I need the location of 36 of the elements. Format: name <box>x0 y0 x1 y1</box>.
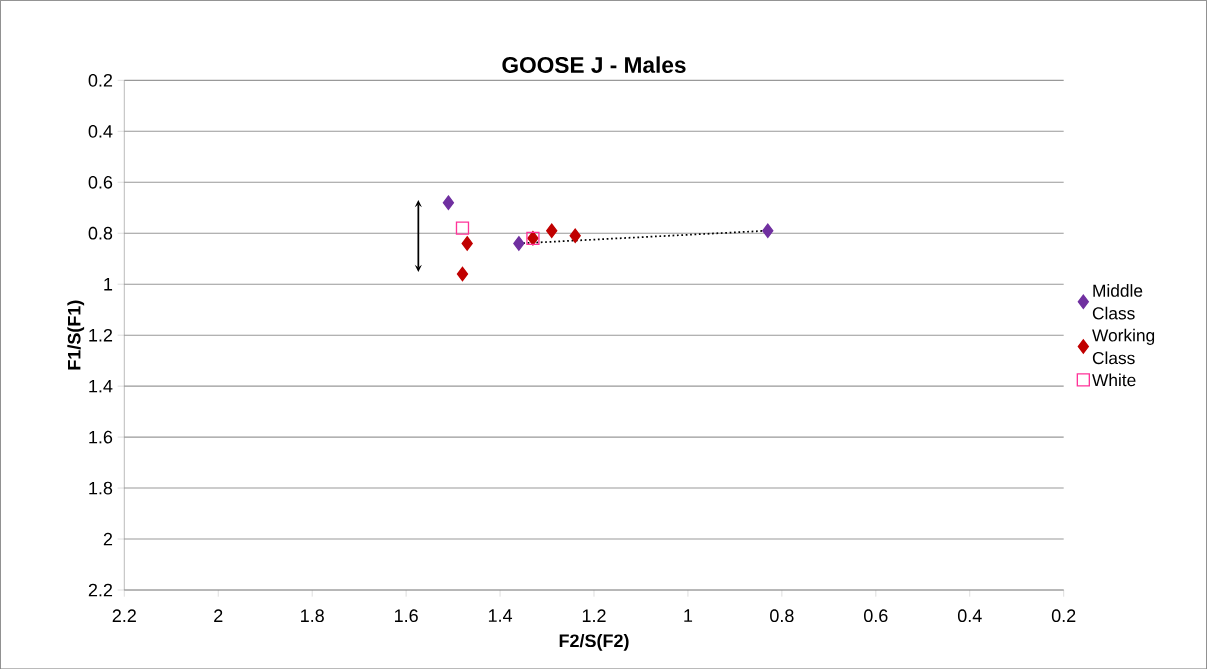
x-tick-label: 0.6 <box>864 609 888 622</box>
chart-title: GOOSE J - Males <box>502 56 686 73</box>
legend-label: White <box>1092 373 1136 387</box>
x-tick-label: 2 <box>214 609 223 622</box>
point <box>461 235 473 251</box>
y-tick-label: 0.6 <box>88 175 113 189</box>
point <box>762 223 774 238</box>
x-tick-label: 1.8 <box>301 609 324 622</box>
y-tick-label: 2 <box>103 532 113 546</box>
y-axis-title: F1/S(F1) <box>67 300 85 370</box>
point <box>546 223 558 238</box>
x-tick-label: 1.2 <box>582 609 606 622</box>
y-tick-label: 0.8 <box>88 226 113 240</box>
x-tick-label: 1.6 <box>395 609 418 622</box>
point <box>442 195 455 210</box>
point <box>455 221 470 235</box>
x-tick-label: 1.4 <box>488 609 513 622</box>
x-tick-label: 0.8 <box>770 609 794 622</box>
point <box>456 266 469 282</box>
x-axis-title: F2/S(F2) <box>559 633 629 651</box>
y-tick-label: 0.2 <box>88 73 113 87</box>
y-tick-label: 1.4 <box>89 379 113 393</box>
x-tick-label: 2.2 <box>112 609 136 622</box>
x-tick-label: 0.2 <box>1051 609 1076 622</box>
y-tick-label: 1 <box>104 277 113 291</box>
legend-label: Working Class <box>1092 328 1155 365</box>
y-tick-label: 2.2 <box>88 583 113 597</box>
y-tick-label: 1.2 <box>89 328 113 342</box>
x-tick-label: 1 <box>684 609 693 622</box>
x-tick-label: 0.4 <box>957 609 982 622</box>
legend-label: Middle Class <box>1092 283 1143 320</box>
y-tick-label: 0.4 <box>88 124 113 138</box>
y-tick-label: 1.6 <box>89 430 113 444</box>
y-tick-label: 1.8 <box>89 481 113 495</box>
point <box>569 228 581 243</box>
point <box>513 235 525 251</box>
